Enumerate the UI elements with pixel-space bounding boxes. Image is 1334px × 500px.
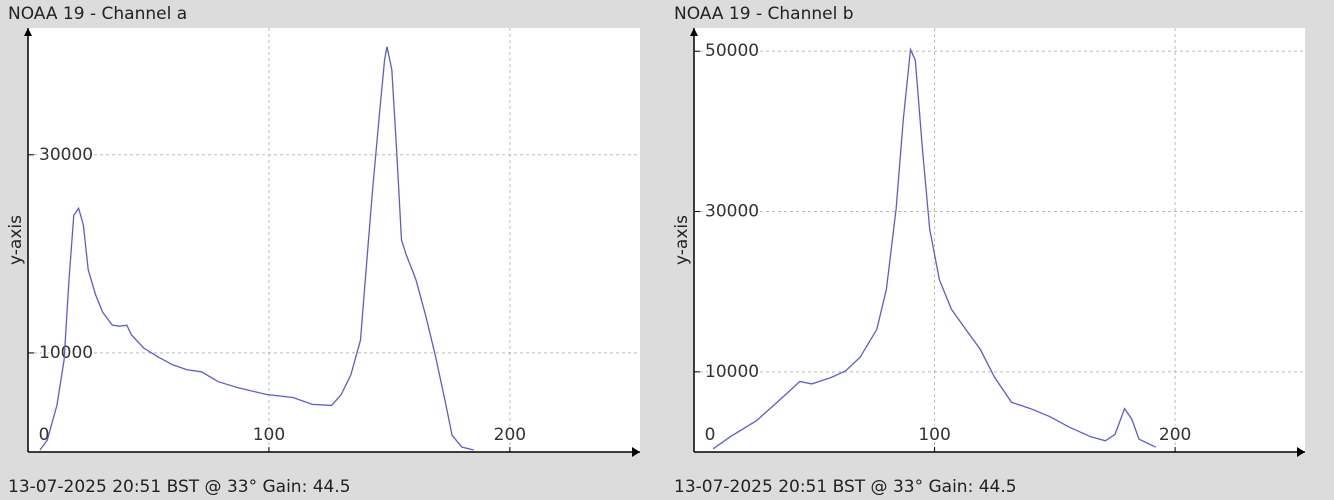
y-tick-label: 10000: [705, 362, 759, 382]
x-tick-label: 0: [39, 425, 50, 445]
plot-area: [28, 28, 640, 452]
footer-text: 13-07-2025 20:51 BST @ 33° Gain: 44.5: [8, 477, 351, 497]
x-tick-label: 200: [494, 425, 526, 445]
footer-text: 13-07-2025 20:51 BST @ 33° Gain: 44.5: [674, 477, 1017, 497]
x-tick-label: 200: [1159, 425, 1191, 445]
y-axis-label: y-axis: [672, 215, 692, 265]
data-line: [39, 46, 474, 451]
x-axis-arrow: [632, 447, 640, 457]
x-tick-label: 100: [918, 425, 950, 445]
x-axis-arrow: [1297, 447, 1305, 457]
y-axis-label: y-axis: [6, 215, 26, 265]
chart-title: NOAA 19 - Channel b: [674, 4, 854, 24]
plot-area: [694, 28, 1305, 452]
x-tick-label: 0: [705, 425, 716, 445]
x-tick-label: 100: [253, 425, 285, 445]
chart-title: NOAA 19 - Channel a: [8, 4, 187, 24]
y-tick-label: 30000: [705, 202, 759, 222]
y-axis-arrow: [24, 28, 32, 36]
y-axis-arrow: [690, 28, 698, 36]
y-tick-label: 50000: [705, 41, 759, 61]
data-line: [712, 47, 1157, 450]
y-tick-label: 30000: [39, 145, 93, 165]
y-tick-label: 10000: [39, 343, 93, 363]
